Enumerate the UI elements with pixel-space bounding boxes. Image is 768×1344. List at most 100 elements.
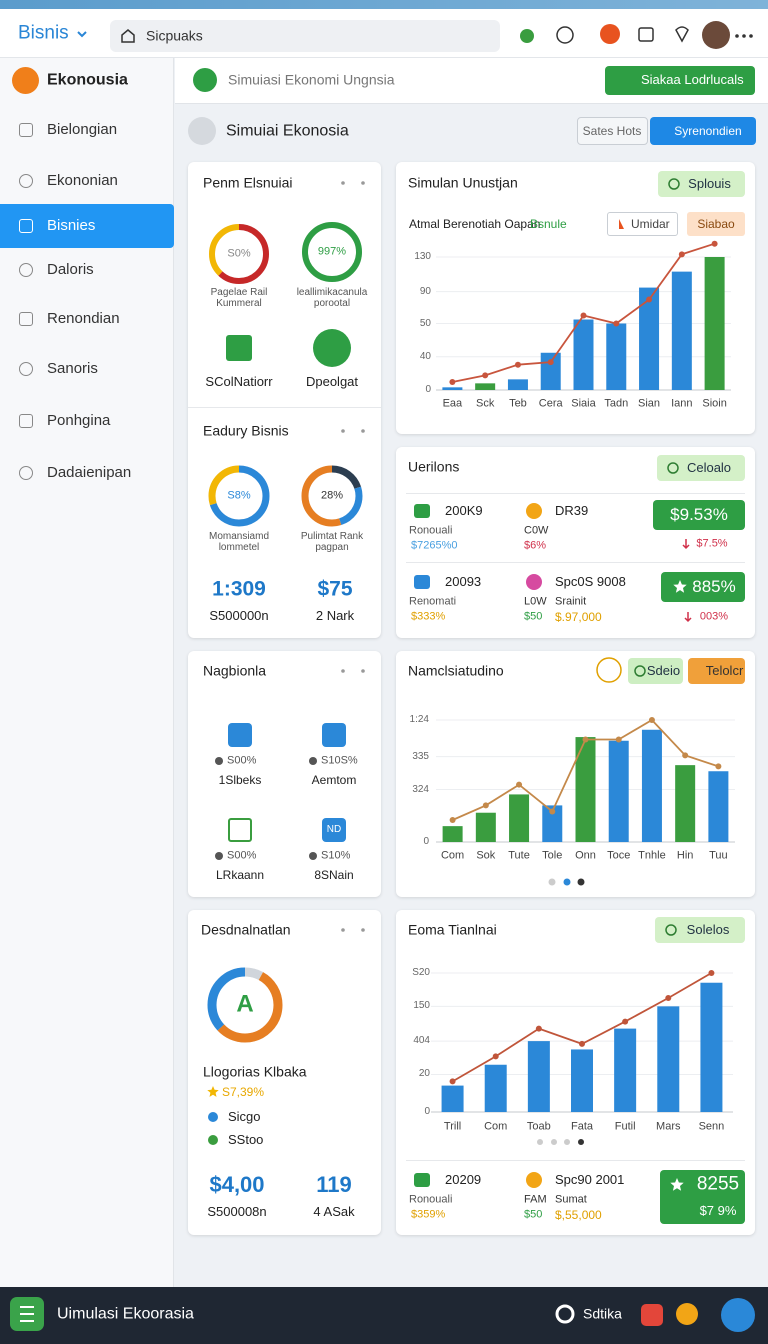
row-label: Ronouali	[409, 1193, 453, 1206]
region-icon	[228, 818, 252, 842]
stat-value: 1:309	[212, 577, 266, 601]
brand[interactable]: Bisnis	[18, 22, 69, 44]
region-label: 1Slbeks	[218, 772, 262, 787]
card	[188, 162, 381, 638]
menu-icon	[19, 414, 33, 428]
menu-item[interactable]: Ponhgina	[47, 412, 111, 429]
row-icon	[414, 1173, 430, 1187]
bullet	[309, 757, 317, 765]
menu-item[interactable]: Daloris	[47, 261, 94, 278]
y-tick-label: 50	[419, 317, 431, 329]
pill-icon	[193, 68, 217, 92]
donut-letter: A	[236, 990, 254, 1018]
stat-label: 4 ASak	[313, 1204, 355, 1220]
card-title: Nagbionla	[203, 662, 267, 679]
header-pill: Simuiasi Ekonomi Ungnsia	[228, 71, 395, 88]
bottombar	[0, 1287, 768, 1344]
row-label: Sumat	[555, 1193, 587, 1206]
x-tick-label: Tadn	[604, 397, 629, 410]
logo-icon	[12, 67, 39, 94]
card-title: Uerilons	[408, 458, 460, 475]
settings-label[interactable]: Sdtika	[583, 1305, 622, 1322]
active-item[interactable]	[0, 204, 174, 248]
primary-button[interactable]	[650, 117, 756, 145]
menu-item[interactable]: Dadaienipan	[47, 464, 132, 481]
bottom-icon[interactable]	[676, 1303, 698, 1325]
shortcut-label: Dpeolgat	[305, 374, 359, 390]
region-icon	[228, 723, 252, 747]
card	[188, 910, 381, 1235]
x-tick-label: Mars	[656, 1120, 681, 1133]
divider	[188, 407, 381, 408]
row-label: L0W	[524, 595, 547, 608]
x-tick-label: Sok	[476, 849, 496, 862]
bullet	[215, 757, 223, 765]
x-tick-label: Toab	[526, 1120, 551, 1133]
menu-item[interactable]: Bisnies	[47, 217, 96, 234]
menu-button[interactable]	[10, 1297, 44, 1331]
legend-dot	[208, 1112, 218, 1122]
row-value: $50	[524, 1208, 543, 1221]
bullet	[215, 852, 223, 860]
y-tick-label: 130	[414, 251, 431, 262]
rating: S7,39%	[222, 1084, 265, 1099]
badge[interactable]	[688, 658, 745, 684]
y-tick-label: 0	[423, 836, 429, 847]
bottom-icon[interactable]	[721, 1298, 755, 1332]
y-tick-label: 0	[424, 1106, 430, 1117]
row-code: DR39	[555, 503, 589, 519]
gauge-label: leallimikacanula porootal	[296, 287, 368, 309]
metric-sub: 003%	[699, 610, 729, 623]
shortcut-icon[interactable]	[313, 329, 351, 367]
metric-main: $9.53%	[670, 504, 728, 524]
gauge-value: S8%	[227, 489, 251, 502]
card	[396, 162, 755, 434]
header-button[interactable]	[605, 66, 755, 95]
region-icon	[322, 818, 346, 842]
shortcut-icon[interactable]	[226, 335, 252, 361]
row-value: $333%	[411, 610, 446, 623]
bullet	[309, 852, 317, 860]
menu-item[interactable]: Ekononian	[47, 172, 118, 189]
badge-label: Sdeio	[646, 663, 681, 679]
row-label: Srainit	[555, 595, 587, 608]
metric-box	[653, 500, 745, 530]
menu-item[interactable]: Renondian	[47, 310, 120, 327]
x-tick-label: Hin	[676, 849, 694, 862]
row-value: $6%	[524, 539, 547, 552]
row-value: $50	[524, 610, 543, 623]
gauge-label: Pagelae Rail Kummeral	[210, 287, 268, 309]
row-label: Ronouali	[409, 524, 453, 537]
stat-value: $75	[317, 577, 353, 601]
y-tick-label: 90	[419, 285, 431, 297]
x-tick-label: Iann	[671, 397, 693, 410]
x-tick-label: Tnhle	[638, 849, 666, 862]
x-tick-label: Com	[484, 1120, 508, 1133]
gauge-label: Pulimtat Rank pagpan	[300, 531, 364, 553]
row-icon	[414, 504, 430, 518]
row-code: 20093	[445, 574, 482, 590]
menu-icon	[19, 174, 33, 188]
tag-box[interactable]	[607, 212, 678, 236]
outline-button[interactable]	[577, 117, 648, 145]
menu-item[interactable]: Sanoris	[47, 360, 98, 377]
tag-box[interactable]	[687, 212, 745, 236]
metric-main: 885%	[692, 576, 736, 596]
search-box[interactable]	[110, 20, 500, 52]
menu-item[interactable]: Bielongian	[47, 121, 118, 138]
badge-label: Solelos	[686, 922, 730, 938]
row-icon	[526, 1172, 542, 1188]
title-icon	[188, 117, 216, 145]
region-label: LRkaann	[215, 867, 265, 882]
y-tick-label: 40	[419, 350, 431, 362]
x-tick-label: Trill	[443, 1120, 462, 1133]
region-label: Aemtom	[311, 772, 357, 787]
bottom-icon[interactable]	[641, 1304, 663, 1326]
y-tick-label: 1:24	[409, 714, 429, 725]
row-label: FAM	[524, 1193, 547, 1206]
card-title: Desdnalnatlan	[201, 921, 291, 938]
stat-value: 119	[316, 1171, 352, 1197]
row-code: Spc90 2001	[555, 1172, 625, 1188]
card-title: Simulan Unustjan	[408, 174, 518, 191]
